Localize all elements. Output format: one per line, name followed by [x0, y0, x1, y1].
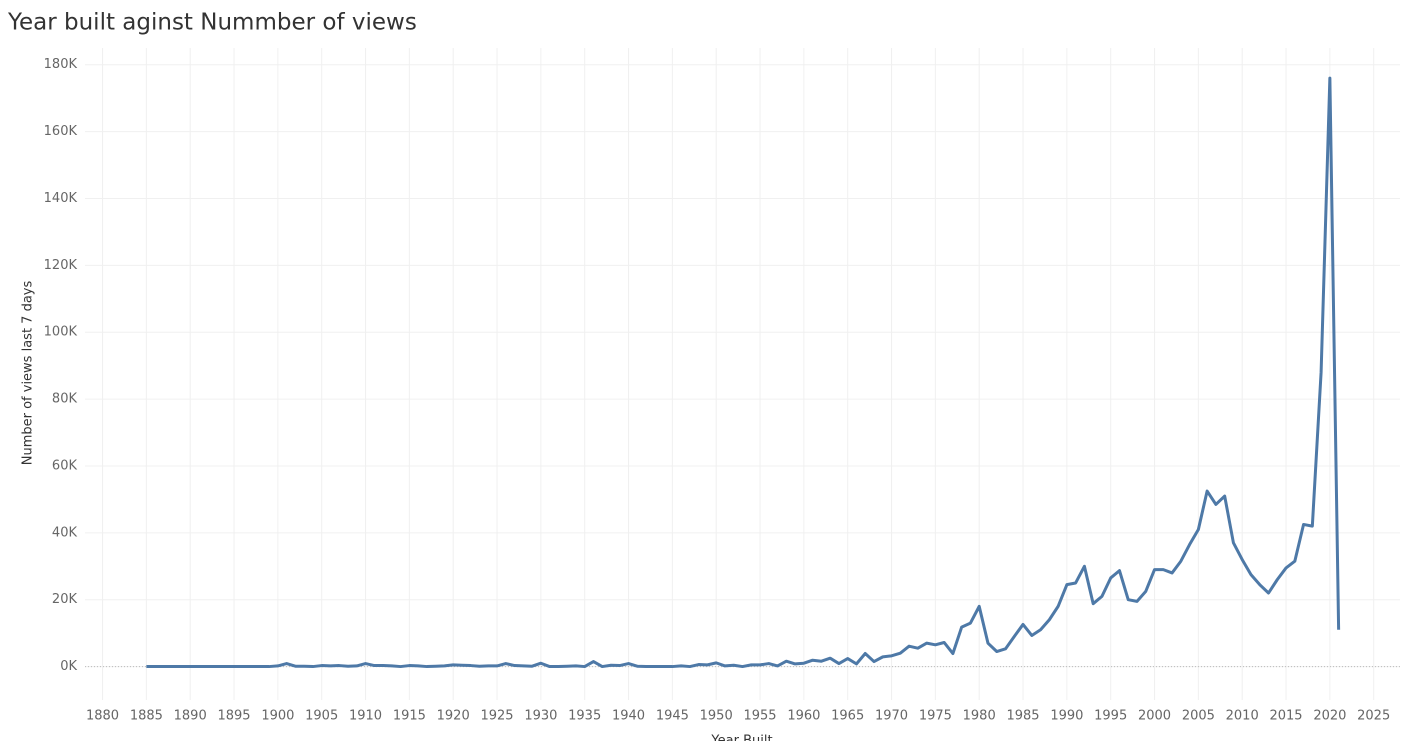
x-tick-label: 1935 [568, 709, 601, 724]
y-tick-label: 80K [52, 392, 78, 407]
y-tick-label: 160K [44, 124, 78, 139]
x-tick-label: 2025 [1357, 709, 1390, 724]
x-tick-label: 1915 [393, 709, 426, 724]
x-tick-label: 2010 [1226, 709, 1259, 724]
x-tick-label: 1955 [743, 709, 776, 724]
y-tick-label: 20K [52, 592, 78, 607]
x-tick-label: 1985 [1006, 709, 1039, 724]
x-tick-label: 1980 [963, 709, 996, 724]
x-tick-label: 2000 [1138, 709, 1171, 724]
x-tick-label: 2015 [1269, 709, 1302, 724]
x-tick-label: 1880 [86, 709, 119, 724]
x-tick-label: 1995 [1094, 709, 1127, 724]
x-tick-label: 1960 [787, 709, 820, 724]
y-tick-label: 60K [52, 458, 78, 473]
x-axis-title: Year Built [710, 734, 772, 741]
x-tick-label: 1940 [612, 709, 645, 724]
chart-title: Year built aginst Nummber of views [7, 10, 417, 36]
data-line [146, 76, 1341, 669]
x-tick-label: 1905 [305, 709, 338, 724]
x-tick-label: 1920 [437, 709, 470, 724]
x-tick-label: 2005 [1182, 709, 1215, 724]
x-tick-label: 1970 [875, 709, 908, 724]
y-tick-label: 180K [44, 57, 78, 72]
y-tick-label: 0K [60, 659, 77, 674]
y-tick-label: 40K [52, 525, 78, 540]
y-tick-label: 100K [44, 325, 78, 340]
x-tick-label: 1890 [174, 709, 207, 724]
x-tick-label: 1910 [349, 709, 382, 724]
x-tick-label: 1965 [831, 709, 864, 724]
x-tick-label: 1930 [524, 709, 557, 724]
x-tick-label: 1950 [700, 709, 733, 724]
x-tick-label: 1900 [261, 709, 294, 724]
x-tick-label: 2020 [1313, 709, 1346, 724]
x-tick-label: 1895 [217, 709, 250, 724]
x-tick-label: 1990 [1050, 709, 1083, 724]
x-tick-label: 1975 [919, 709, 952, 724]
y-tick-label: 140K [44, 191, 78, 206]
x-tick-label: 1885 [130, 709, 163, 724]
y-tick-label: 120K [44, 258, 78, 273]
x-tick-label: 1925 [480, 709, 513, 724]
x-tick-label: 1945 [656, 709, 689, 724]
y-axis-title: Number of views last 7 days [21, 281, 36, 466]
